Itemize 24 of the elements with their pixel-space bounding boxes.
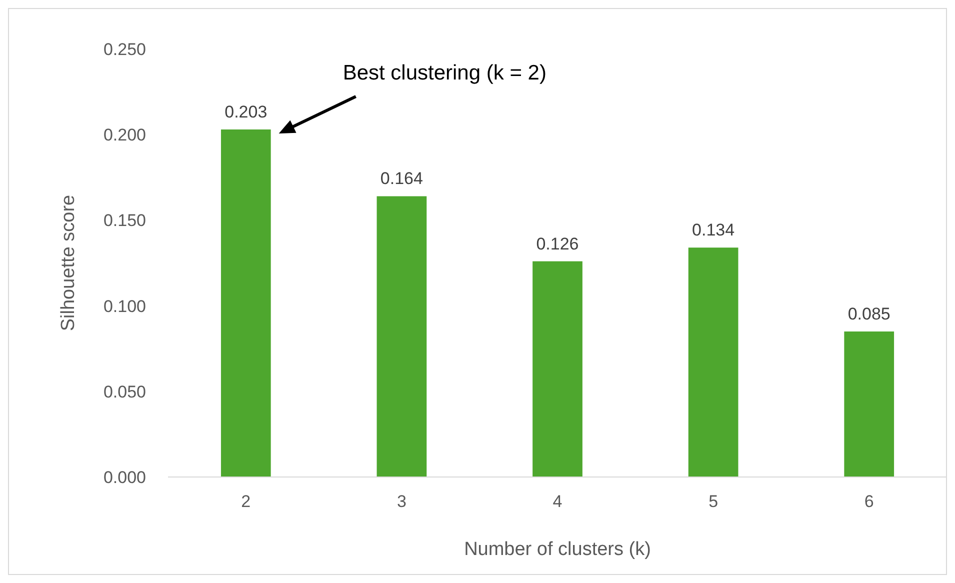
data-label: 0.134 bbox=[692, 220, 735, 240]
y-tick-label: 0.050 bbox=[103, 382, 146, 402]
x-tick-label: 3 bbox=[396, 492, 406, 511]
x-tick-label: 4 bbox=[552, 492, 562, 511]
x-tick-label: 2 bbox=[241, 492, 251, 511]
bar bbox=[844, 331, 894, 477]
bar bbox=[376, 196, 427, 477]
bar bbox=[532, 261, 582, 477]
x-tick-label: 5 bbox=[708, 492, 718, 511]
y-tick-label: 0.150 bbox=[103, 211, 146, 230]
x-axis-title: Number of clusters (k) bbox=[464, 539, 651, 560]
data-label: 0.164 bbox=[380, 169, 423, 188]
y-tick-label: 0.100 bbox=[103, 296, 146, 316]
annotation: Best clustering (k = 2) bbox=[342, 61, 546, 84]
bar bbox=[688, 248, 738, 477]
y-tick-label: 0.250 bbox=[103, 40, 146, 59]
bar bbox=[220, 129, 271, 477]
x-tick-label: 6 bbox=[864, 492, 874, 511]
data-label: 0.203 bbox=[224, 102, 268, 122]
y-axis-title: Silhouette score bbox=[58, 194, 79, 332]
data-label: 0.085 bbox=[848, 304, 890, 324]
y-tick-label: 0.000 bbox=[103, 468, 146, 487]
y-tick-label: 0.200 bbox=[103, 126, 146, 145]
data-label: 0.126 bbox=[536, 234, 579, 254]
